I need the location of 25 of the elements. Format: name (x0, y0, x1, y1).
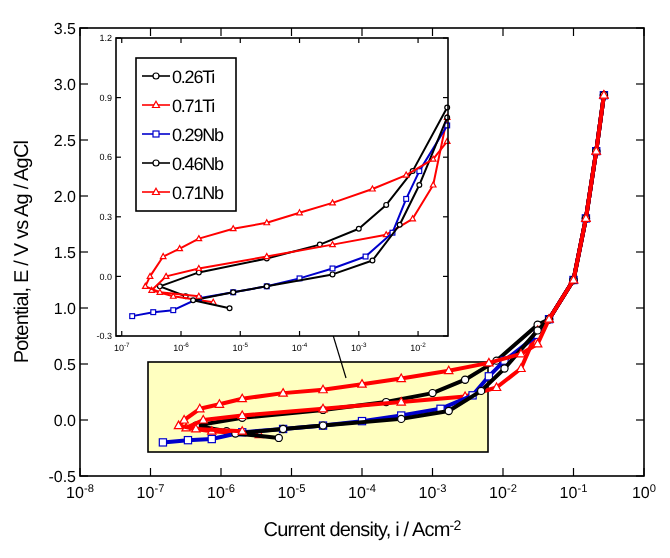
x-tick-label: 10$^{-2}$ (489, 484, 517, 502)
y-tick-label: 0.5 (53, 355, 78, 374)
x-tick-label: 10$^{-1}$ (559, 484, 588, 502)
y-tick-label: 2.0 (53, 187, 78, 206)
legend-label: 0.71Ti (172, 95, 216, 116)
x-tick-label: 10$^{-7}$ (136, 484, 165, 502)
x-tick-label: 10$^{-5}$ (277, 484, 306, 502)
legend-label: 0.46Nb (172, 153, 225, 174)
x-tick-label: 10$^{-4}$ (348, 484, 376, 502)
y-tick-label: 1.0 (53, 299, 78, 318)
legend-label: 0.26Ti (172, 66, 216, 87)
x-tick-label: 10$^{0}$ (631, 484, 657, 502)
y-tick-label: 0.0 (53, 411, 78, 430)
y-tick-label: 1.5 (53, 243, 78, 262)
y-tick-label: -0.5 (48, 467, 78, 486)
legend-label: 0.29Nb (172, 124, 225, 145)
x-tick-label: 10$^{-8}$ (66, 484, 94, 502)
legend-label: 0.71Nb (172, 182, 225, 203)
y-tick-label: 3.5 (53, 19, 78, 38)
x-tick-label: 10$^{-3}$ (418, 484, 447, 502)
x-axis-title: Current density, i / Acm$^{-2}$ (263, 519, 462, 542)
y-tick-label: 3.0 (53, 75, 78, 94)
x-tick-label: 10$^{-6}$ (207, 484, 235, 502)
y-axis-title: Potential, E / V vs Ag / AgCl (12, 140, 34, 364)
y-tick-label: 2.5 (53, 131, 78, 150)
